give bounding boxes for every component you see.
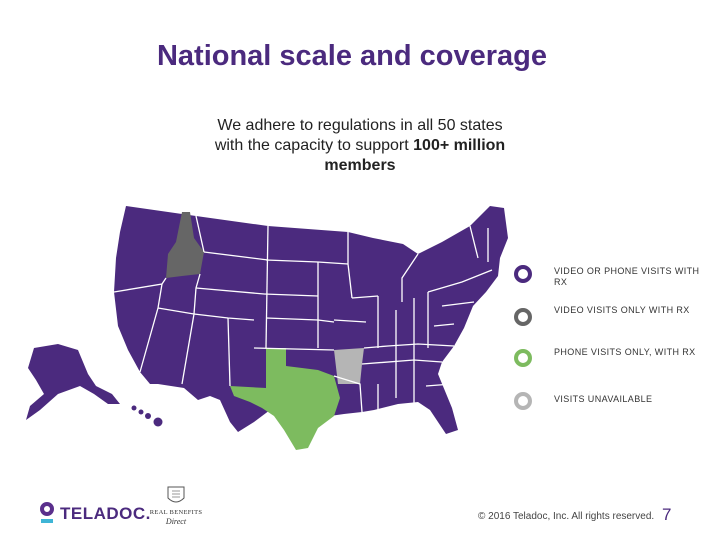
- real-benefits-logo: REAL BENEFITS Direct: [146, 484, 206, 534]
- state-hawaii: [131, 405, 163, 427]
- state-idaho: [166, 212, 204, 278]
- subtitle-line-3: members: [324, 157, 396, 174]
- slide-subtitle: We adhere to regulations in all 50 state…: [175, 116, 545, 176]
- copyright-notice: © 2016 Teladoc, Inc. All rights reserved…: [478, 511, 655, 522]
- teladoc-logo-text: TELADOC.: [60, 504, 151, 523]
- ring-icon: [514, 349, 532, 367]
- crest-icon: [167, 486, 185, 503]
- subtitle-highlight: 100+ million: [413, 137, 506, 154]
- legend-label: PHONE VISITS ONLY, WITH RX: [554, 347, 696, 357]
- state-borders: [113, 215, 493, 413]
- ring-icon: [514, 392, 532, 410]
- ring-icon: [514, 265, 532, 283]
- partner-logo-script: Direct: [165, 517, 187, 526]
- slide-title: National scale and coverage: [156, 40, 548, 72]
- subtitle-line-1: We adhere to regulations in all 50 state…: [217, 117, 503, 134]
- page-number: 7: [662, 505, 672, 524]
- legend-label: VIDEO OR PHONE VISITS WITH RX: [554, 266, 700, 287]
- us-coverage-map: [26, 206, 508, 450]
- state-texas: [230, 348, 340, 450]
- legend-item-unavailable: VISITS UNAVAILABLE: [512, 390, 712, 420]
- partner-logo-text: REAL BENEFITS: [149, 509, 203, 516]
- state-alaska: [26, 344, 120, 420]
- legend-label: VISITS UNAVAILABLE: [554, 394, 653, 404]
- teladoc-bar-icon: [41, 519, 53, 523]
- legend-item-phone-only: PHONE VISITS ONLY, WITH RX: [512, 345, 712, 375]
- teladoc-mark-icon: [40, 502, 54, 516]
- legend-item-video-only: VIDEO VISITS ONLY WITH RX: [512, 305, 712, 335]
- state-arkansas: [334, 348, 364, 384]
- legend-item-video-or-phone: VIDEO OR PHONE VISITS WITH RX: [512, 262, 712, 292]
- teladoc-logo: TELADOC.: [40, 500, 150, 530]
- legend-label: VIDEO VISITS ONLY WITH RX: [554, 305, 690, 315]
- subtitle-line-2: with the capacity to support: [214, 137, 414, 154]
- ring-icon: [514, 308, 532, 326]
